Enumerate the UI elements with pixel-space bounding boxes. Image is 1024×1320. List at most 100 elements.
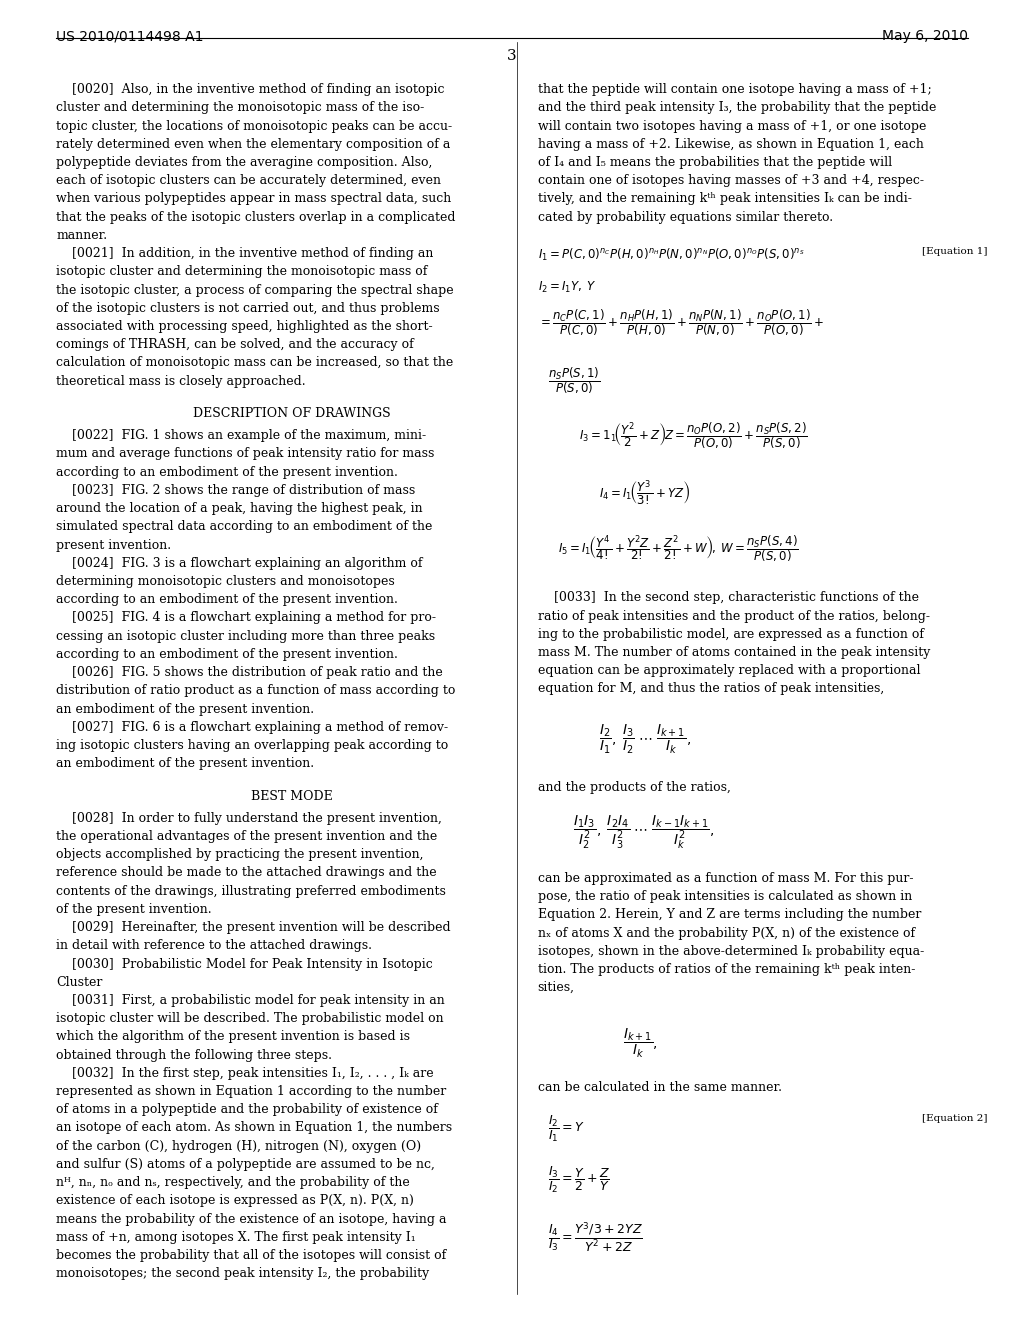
- Text: an isotope of each atom. As shown in Equation 1, the numbers: an isotope of each atom. As shown in Equ…: [56, 1122, 453, 1134]
- Text: that the peptide will contain one isotope having a mass of +1;: that the peptide will contain one isotop…: [538, 83, 932, 96]
- Text: of the isotopic clusters is not carried out, and thus problems: of the isotopic clusters is not carried …: [56, 302, 440, 314]
- Text: $I_1 = P(C, 0)^{n_C} P(H, 0)^{n_H} P(N, 0)^{n_N} P(O, 0)^{n_O} P(S, 0)^{n_S}$: $I_1 = P(C, 0)^{n_C} P(H, 0)^{n_H} P(N, …: [538, 247, 804, 263]
- Text: that the peaks of the isotopic clusters overlap in a complicated: that the peaks of the isotopic clusters …: [56, 211, 456, 223]
- Text: around the location of a peak, having the highest peak, in: around the location of a peak, having th…: [56, 502, 423, 515]
- Text: according to an embodiment of the present invention.: according to an embodiment of the presen…: [56, 648, 398, 661]
- Text: cessing an isotopic cluster including more than three peaks: cessing an isotopic cluster including mo…: [56, 630, 435, 643]
- Text: which the algorithm of the present invention is based is: which the algorithm of the present inven…: [56, 1031, 411, 1043]
- Text: tively, and the remaining kᵗʰ peak intensities Iₖ can be indi-: tively, and the remaining kᵗʰ peak inten…: [538, 193, 911, 206]
- Text: isotopes, shown in the above-determined Iₖ probability equa-: isotopes, shown in the above-determined …: [538, 945, 924, 958]
- Text: becomes the probability that all of the isotopes will consist of: becomes the probability that all of the …: [56, 1249, 446, 1262]
- Text: BEST MODE: BEST MODE: [251, 789, 333, 803]
- Text: can be approximated as a function of mass M. For this pur-: can be approximated as a function of mas…: [538, 873, 913, 884]
- Text: when various polypeptides appear in mass spectral data, such: when various polypeptides appear in mass…: [56, 193, 452, 206]
- Text: contain one of isotopes having masses of +3 and +4, respec-: contain one of isotopes having masses of…: [538, 174, 924, 187]
- Text: according to an embodiment of the present invention.: according to an embodiment of the presen…: [56, 593, 398, 606]
- Text: rately determined even when the elementary composition of a: rately determined even when the elementa…: [56, 137, 451, 150]
- Text: mass of +n, among isotopes X. The first peak intensity I₁: mass of +n, among isotopes X. The first …: [56, 1230, 416, 1243]
- Text: manner.: manner.: [56, 228, 108, 242]
- Text: [0030]  Probabilistic Model for Peak Intensity in Isotopic: [0030] Probabilistic Model for Peak Inte…: [56, 957, 433, 970]
- Text: the operational advantages of the present invention and the: the operational advantages of the presen…: [56, 830, 437, 843]
- Text: distribution of ratio product as a function of mass according to: distribution of ratio product as a funct…: [56, 684, 456, 697]
- Text: $= \dfrac{n_C P(C, 1)}{P(C, 0)} + \dfrac{n_H P(H, 1)}{P(H, 0)} + \dfrac{n_N P(N,: $= \dfrac{n_C P(C, 1)}{P(C, 0)} + \dfrac…: [538, 308, 824, 338]
- Text: Equation 2. Herein, Y and Z are terms including the number: Equation 2. Herein, Y and Z are terms in…: [538, 908, 921, 921]
- Text: objects accomplished by practicing the present invention,: objects accomplished by practicing the p…: [56, 849, 424, 861]
- Text: according to an embodiment of the present invention.: according to an embodiment of the presen…: [56, 466, 398, 479]
- Text: [0033]  In the second step, characteristic functions of the: [0033] In the second step, characteristi…: [538, 591, 919, 605]
- Text: cated by probability equations similar thereto.: cated by probability equations similar t…: [538, 211, 833, 223]
- Text: associated with processing speed, highlighted as the short-: associated with processing speed, highli…: [56, 319, 433, 333]
- Text: equation for M, and thus the ratios of peak intensities,: equation for M, and thus the ratios of p…: [538, 682, 884, 696]
- Text: having a mass of +2. Likewise, as shown in Equation 1, each: having a mass of +2. Likewise, as shown …: [538, 137, 924, 150]
- Text: the isotopic cluster, a process of comparing the spectral shape: the isotopic cluster, a process of compa…: [56, 284, 454, 297]
- Text: monoisotopes; the second peak intensity I₂, the probability: monoisotopes; the second peak intensity …: [56, 1267, 430, 1280]
- Text: calculation of monoisotopic mass can be increased, so that the: calculation of monoisotopic mass can be …: [56, 356, 454, 370]
- Text: [0021]  In addition, in the inventive method of finding an: [0021] In addition, in the inventive met…: [56, 247, 434, 260]
- Text: in detail with reference to the attached drawings.: in detail with reference to the attached…: [56, 940, 373, 952]
- Text: sities,: sities,: [538, 981, 574, 994]
- Text: of atoms in a polypeptide and the probability of existence of: of atoms in a polypeptide and the probab…: [56, 1104, 438, 1117]
- Text: $\dfrac{I_2}{I_1},\; \dfrac{I_3}{I_2}\; \cdots\; \dfrac{I_{k+1}}{I_k},$: $\dfrac{I_2}{I_1},\; \dfrac{I_3}{I_2}\; …: [599, 722, 691, 755]
- Text: US 2010/0114498 A1: US 2010/0114498 A1: [56, 29, 204, 44]
- Text: ing to the probabilistic model, are expressed as a function of: ing to the probabilistic model, are expr…: [538, 628, 924, 640]
- Text: ing isotopic clusters having an overlapping peak according to: ing isotopic clusters having an overlapp…: [56, 739, 449, 752]
- Text: topic cluster, the locations of monoisotopic peaks can be accu-: topic cluster, the locations of monoisot…: [56, 120, 453, 132]
- Text: contents of the drawings, illustrating preferred embodiments: contents of the drawings, illustrating p…: [56, 884, 446, 898]
- Text: determining monoisotopic clusters and monoisotopes: determining monoisotopic clusters and mo…: [56, 576, 395, 587]
- Text: isotopic cluster and determining the monoisotopic mass of: isotopic cluster and determining the mon…: [56, 265, 428, 279]
- Text: [0025]  FIG. 4 is a flowchart explaining a method for pro-: [0025] FIG. 4 is a flowchart explaining …: [56, 611, 436, 624]
- Text: mass M. The number of atoms contained in the peak intensity: mass M. The number of atoms contained in…: [538, 645, 930, 659]
- Text: means the probability of the existence of an isotope, having a: means the probability of the existence o…: [56, 1213, 446, 1225]
- Text: $\dfrac{n_S P(S, 1)}{P(S, 0)}$: $\dfrac{n_S P(S, 1)}{P(S, 0)}$: [548, 366, 600, 396]
- Text: [0023]  FIG. 2 shows the range of distribution of mass: [0023] FIG. 2 shows the range of distrib…: [56, 484, 416, 496]
- Text: $\dfrac{I_2}{I_1} = Y$: $\dfrac{I_2}{I_1} = Y$: [548, 1114, 585, 1144]
- Text: $I_5 = I_1\!\left(\dfrac{Y^4}{4!} + \dfrac{Y^2 Z}{2!} + \dfrac{Z^2}{2!} + W\righ: $I_5 = I_1\!\left(\dfrac{Y^4}{4!} + \dfr…: [558, 533, 799, 564]
- Text: ratio of peak intensities and the product of the ratios, belong-: ratio of peak intensities and the produc…: [538, 610, 930, 623]
- Text: will contain two isotopes having a mass of +1, or one isotope: will contain two isotopes having a mass …: [538, 120, 926, 132]
- Text: $I_3 = 1_1\!\left(\dfrac{Y^2}{2} + Z\right)\!Z = \dfrac{n_O P(O, 2)}{P(O, 0)} + : $I_3 = 1_1\!\left(\dfrac{Y^2}{2} + Z\rig…: [579, 420, 808, 451]
- Text: present invention.: present invention.: [56, 539, 171, 552]
- Text: comings of THRASH, can be solved, and the accuracy of: comings of THRASH, can be solved, and th…: [56, 338, 414, 351]
- Text: equation can be approximately replaced with a proportional: equation can be approximately replaced w…: [538, 664, 921, 677]
- Text: DESCRIPTION OF DRAWINGS: DESCRIPTION OF DRAWINGS: [194, 408, 390, 420]
- Text: polypeptide deviates from the averagine composition. Also,: polypeptide deviates from the averagine …: [56, 156, 433, 169]
- Text: $\dfrac{I_3}{I_2} = \dfrac{Y}{2} + \dfrac{Z}{Y}$: $\dfrac{I_3}{I_2} = \dfrac{Y}{2} + \dfra…: [548, 1166, 610, 1196]
- Text: an embodiment of the present invention.: an embodiment of the present invention.: [56, 758, 314, 770]
- Text: nₓ of atoms X and the probability P(X, n) of the existence of: nₓ of atoms X and the probability P(X, n…: [538, 927, 914, 940]
- Text: theoretical mass is closely approached.: theoretical mass is closely approached.: [56, 375, 306, 388]
- Text: nᴴ, nₙ, nₒ and nₛ, respectively, and the probability of the: nᴴ, nₙ, nₒ and nₛ, respectively, and the…: [56, 1176, 410, 1189]
- Text: 3: 3: [507, 49, 517, 63]
- Text: $I_2 = I_1 Y,\; Y$: $I_2 = I_1 Y,\; Y$: [538, 280, 596, 294]
- Text: May 6, 2010: May 6, 2010: [882, 29, 968, 44]
- Text: pose, the ratio of peak intensities is calculated as shown in: pose, the ratio of peak intensities is c…: [538, 890, 911, 903]
- Text: an embodiment of the present invention.: an embodiment of the present invention.: [56, 702, 314, 715]
- Text: tion. The products of ratios of the remaining kᵗʰ peak inten-: tion. The products of ratios of the rema…: [538, 964, 915, 975]
- Text: each of isotopic clusters can be accurately determined, even: each of isotopic clusters can be accurat…: [56, 174, 441, 187]
- Text: [0024]  FIG. 3 is a flowchart explaining an algorithm of: [0024] FIG. 3 is a flowchart explaining …: [56, 557, 423, 570]
- Text: isotopic cluster will be described. The probabilistic model on: isotopic cluster will be described. The …: [56, 1012, 444, 1026]
- Text: cluster and determining the monoisotopic mass of the iso-: cluster and determining the monoisotopic…: [56, 102, 425, 115]
- Text: simulated spectral data according to an embodiment of the: simulated spectral data according to an …: [56, 520, 433, 533]
- Text: obtained through the following three steps.: obtained through the following three ste…: [56, 1048, 333, 1061]
- Text: and the products of the ratios,: and the products of the ratios,: [538, 781, 730, 793]
- Text: mum and average functions of peak intensity ratio for mass: mum and average functions of peak intens…: [56, 447, 435, 461]
- Text: [0027]  FIG. 6 is a flowchart explaining a method of remov-: [0027] FIG. 6 is a flowchart explaining …: [56, 721, 449, 734]
- Text: of I₄ and I₅ means the probabilities that the peptide will: of I₄ and I₅ means the probabilities tha…: [538, 156, 892, 169]
- Text: [Equation 2]: [Equation 2]: [922, 1114, 987, 1123]
- Text: [0026]  FIG. 5 shows the distribution of peak ratio and the: [0026] FIG. 5 shows the distribution of …: [56, 667, 443, 678]
- Text: [Equation 1]: [Equation 1]: [922, 247, 987, 256]
- Text: [0031]  First, a probabilistic model for peak intensity in an: [0031] First, a probabilistic model for …: [56, 994, 445, 1007]
- Text: $\dfrac{I_{k+1}}{I_k},$: $\dfrac{I_{k+1}}{I_k},$: [623, 1027, 657, 1060]
- Text: [0032]  In the first step, peak intensities I₁, I₂, . . . , Iₖ are: [0032] In the first step, peak intensiti…: [56, 1067, 434, 1080]
- Text: and the third peak intensity I₃, the probability that the peptide: and the third peak intensity I₃, the pro…: [538, 102, 936, 115]
- Text: represented as shown in Equation 1 according to the number: represented as shown in Equation 1 accor…: [56, 1085, 446, 1098]
- Text: and sulfur (S) atoms of a polypeptide are assumed to be nᴄ,: and sulfur (S) atoms of a polypeptide ar…: [56, 1158, 435, 1171]
- Text: can be calculated in the same manner.: can be calculated in the same manner.: [538, 1081, 781, 1094]
- Text: $\dfrac{I_1 I_3}{I_2^2},\; \dfrac{I_2 I_4}{I_3^2}\; \cdots\; \dfrac{I_{k-1} I_{k: $\dfrac{I_1 I_3}{I_2^2},\; \dfrac{I_2 I_…: [573, 813, 715, 851]
- Text: [0020]  Also, in the inventive method of finding an isotopic: [0020] Also, in the inventive method of …: [56, 83, 444, 96]
- Text: $I_4 = I_1\!\left(\dfrac{Y^3}{3!} + YZ\right)$: $I_4 = I_1\!\left(\dfrac{Y^3}{3!} + YZ\r…: [599, 478, 690, 508]
- Text: Cluster: Cluster: [56, 975, 102, 989]
- Text: of the carbon (C), hydrogen (H), nitrogen (N), oxygen (O): of the carbon (C), hydrogen (H), nitroge…: [56, 1139, 422, 1152]
- Text: existence of each isotope is expressed as P(X, n). P(X, n): existence of each isotope is expressed a…: [56, 1195, 414, 1208]
- Text: reference should be made to the attached drawings and the: reference should be made to the attached…: [56, 866, 437, 879]
